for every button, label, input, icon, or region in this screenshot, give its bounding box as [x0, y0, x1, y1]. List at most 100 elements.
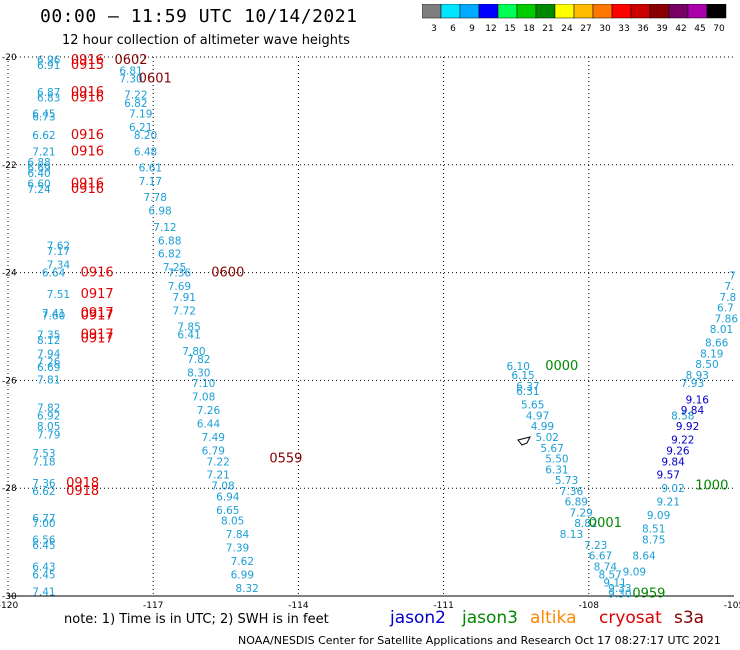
wave-height-label: 7.94: [37, 348, 61, 360]
wave-height-label: 7.79: [37, 429, 60, 441]
wave-height-label: 5.65: [521, 400, 544, 412]
time-label: 0918: [66, 476, 99, 491]
wave-height-label: 9.84: [661, 456, 685, 468]
legend-cryosat: cryosat: [599, 608, 662, 628]
wave-height-label: 7.78: [144, 192, 167, 204]
wave-height-label: 8.64: [632, 551, 656, 563]
x-tick-label: -105: [724, 601, 740, 611]
time-label: 0917: [81, 328, 114, 343]
colorbar-label: 24: [561, 24, 573, 34]
y-tick-label: -26: [2, 376, 17, 386]
wave-height-label: 9.22: [671, 435, 694, 447]
wave-height-label: 6.89: [565, 497, 588, 509]
footer-note: note: 1) Time is in UTC; 2) SWH is in fe…: [64, 612, 329, 627]
wave-height-label: 6.45: [32, 540, 55, 552]
wave-height-label: 6.31: [516, 386, 539, 398]
wave-height-label: 7.72: [173, 305, 196, 317]
wave-height-label: 8.05: [221, 516, 244, 528]
wave-height-label: 8.74: [594, 561, 618, 573]
colorbar-label: 39: [656, 24, 668, 34]
wave-height-label: 7.10: [192, 378, 215, 390]
wave-height-label: 9.57: [657, 470, 680, 482]
wave-height-label: 7.69: [168, 281, 191, 293]
wave-height-label: 6.41: [177, 330, 200, 342]
colorbar-label: 6: [450, 24, 456, 34]
time-label: 0915: [71, 58, 104, 73]
wave-height-label: 6.43: [32, 561, 55, 573]
time-label: 0559: [269, 452, 302, 467]
colorbar-swatch: [706, 4, 727, 19]
wave-height-label: 9.21: [657, 497, 680, 509]
wave-height-label: 4.97: [526, 410, 549, 422]
wave-height-label: 7.82: [37, 402, 60, 414]
wave-height-label: 6.88: [158, 235, 181, 247]
colorbar-label: 9: [469, 24, 475, 34]
wave-height-label: 7.19: [129, 109, 152, 121]
wave-height-label: 6.79: [202, 445, 225, 457]
wave-height-label: 8.75: [642, 534, 665, 546]
wave-height-label: 7.53: [32, 448, 55, 460]
time-label: 0917: [81, 287, 114, 302]
wave-height-label: 7.25: [163, 262, 186, 274]
wave-height-label: 6.67: [589, 551, 612, 563]
wave-height-label: 6.69: [27, 162, 50, 174]
wave-height-label: 7.17: [139, 176, 162, 188]
wave-height-label: 7.62: [47, 241, 70, 253]
time-label: 0959: [632, 586, 665, 601]
wave-height-label: 7.36: [32, 478, 56, 490]
wave-height-label: 9.30: [608, 588, 631, 600]
x-tick-label: -117: [143, 601, 163, 611]
x-tick-label: -120: [0, 601, 18, 611]
wave-height-label: 7.22: [124, 90, 147, 102]
legend-jason2: jason2: [390, 608, 446, 628]
wave-height-label: 9.26: [666, 445, 690, 457]
wave-height-label: 7.21: [32, 146, 55, 158]
wave-height-label: 6.21: [129, 122, 152, 134]
y-tick-label: -24: [2, 269, 17, 279]
wave-height-label: 8.01: [710, 324, 733, 336]
time-label: 0917: [81, 331, 114, 346]
wave-height-label: 7.91: [173, 292, 196, 304]
wave-height-label: 7.86: [715, 313, 739, 325]
legend-s3a: s3a: [674, 608, 705, 628]
wave-height-label: 8.19: [700, 348, 723, 360]
colorbar-label: 27: [580, 24, 591, 34]
wave-height-label: 5.50: [545, 454, 568, 466]
colorbar-label: (ft): [731, 24, 732, 34]
wave-height-label: 7.39: [226, 542, 249, 554]
wave-height-label: 6.82: [158, 249, 181, 261]
chart-subtitle: 12 hour collection of altimeter wave hei…: [62, 33, 350, 48]
wave-height-label: 7.82: [187, 354, 210, 366]
wave-height-label: 6.65: [216, 505, 239, 517]
wave-height-label: 7.36: [560, 486, 584, 498]
y-tick-label: -20: [2, 53, 17, 63]
colorbar-label: 3: [431, 24, 437, 34]
wave-height-label: 7.84: [226, 529, 250, 541]
time-label: 0918: [66, 484, 99, 499]
wave-height-label: 7.12: [153, 222, 176, 234]
colorbar-label: 45: [694, 24, 705, 34]
wave-height-label: 7.22: [206, 456, 229, 468]
wave-height-label: 6.48: [134, 146, 157, 158]
wave-height-label: 7.85: [177, 322, 200, 334]
time-label: 0001: [589, 516, 622, 531]
wave-height-label: 7.93: [681, 378, 704, 390]
wave-height-label: 6.61: [139, 162, 162, 174]
wave-height-label: 8.20: [134, 130, 157, 142]
wave-height-label: 6.73: [32, 111, 55, 123]
x-tick-label: -111: [433, 601, 453, 611]
colorbar-label: 33: [618, 24, 629, 34]
wave-height-label: 5.73: [555, 475, 578, 487]
colorbar-label: 18: [523, 24, 535, 34]
wave-height-label: 8.51: [642, 524, 665, 536]
wave-height-label: 6.10: [507, 361, 530, 373]
wave-height-label: 6.37: [516, 381, 539, 393]
wave-height-label: 6.31: [545, 464, 568, 476]
wave-height-label: 9.11: [603, 578, 626, 590]
wave-height-label: 7.29: [569, 507, 592, 519]
y-tick-label: -30: [2, 592, 17, 602]
wave-height-label: 9.16: [686, 394, 710, 406]
wave-height-label: 7.18: [32, 456, 55, 468]
wave-height-label: 9.09: [647, 510, 670, 522]
